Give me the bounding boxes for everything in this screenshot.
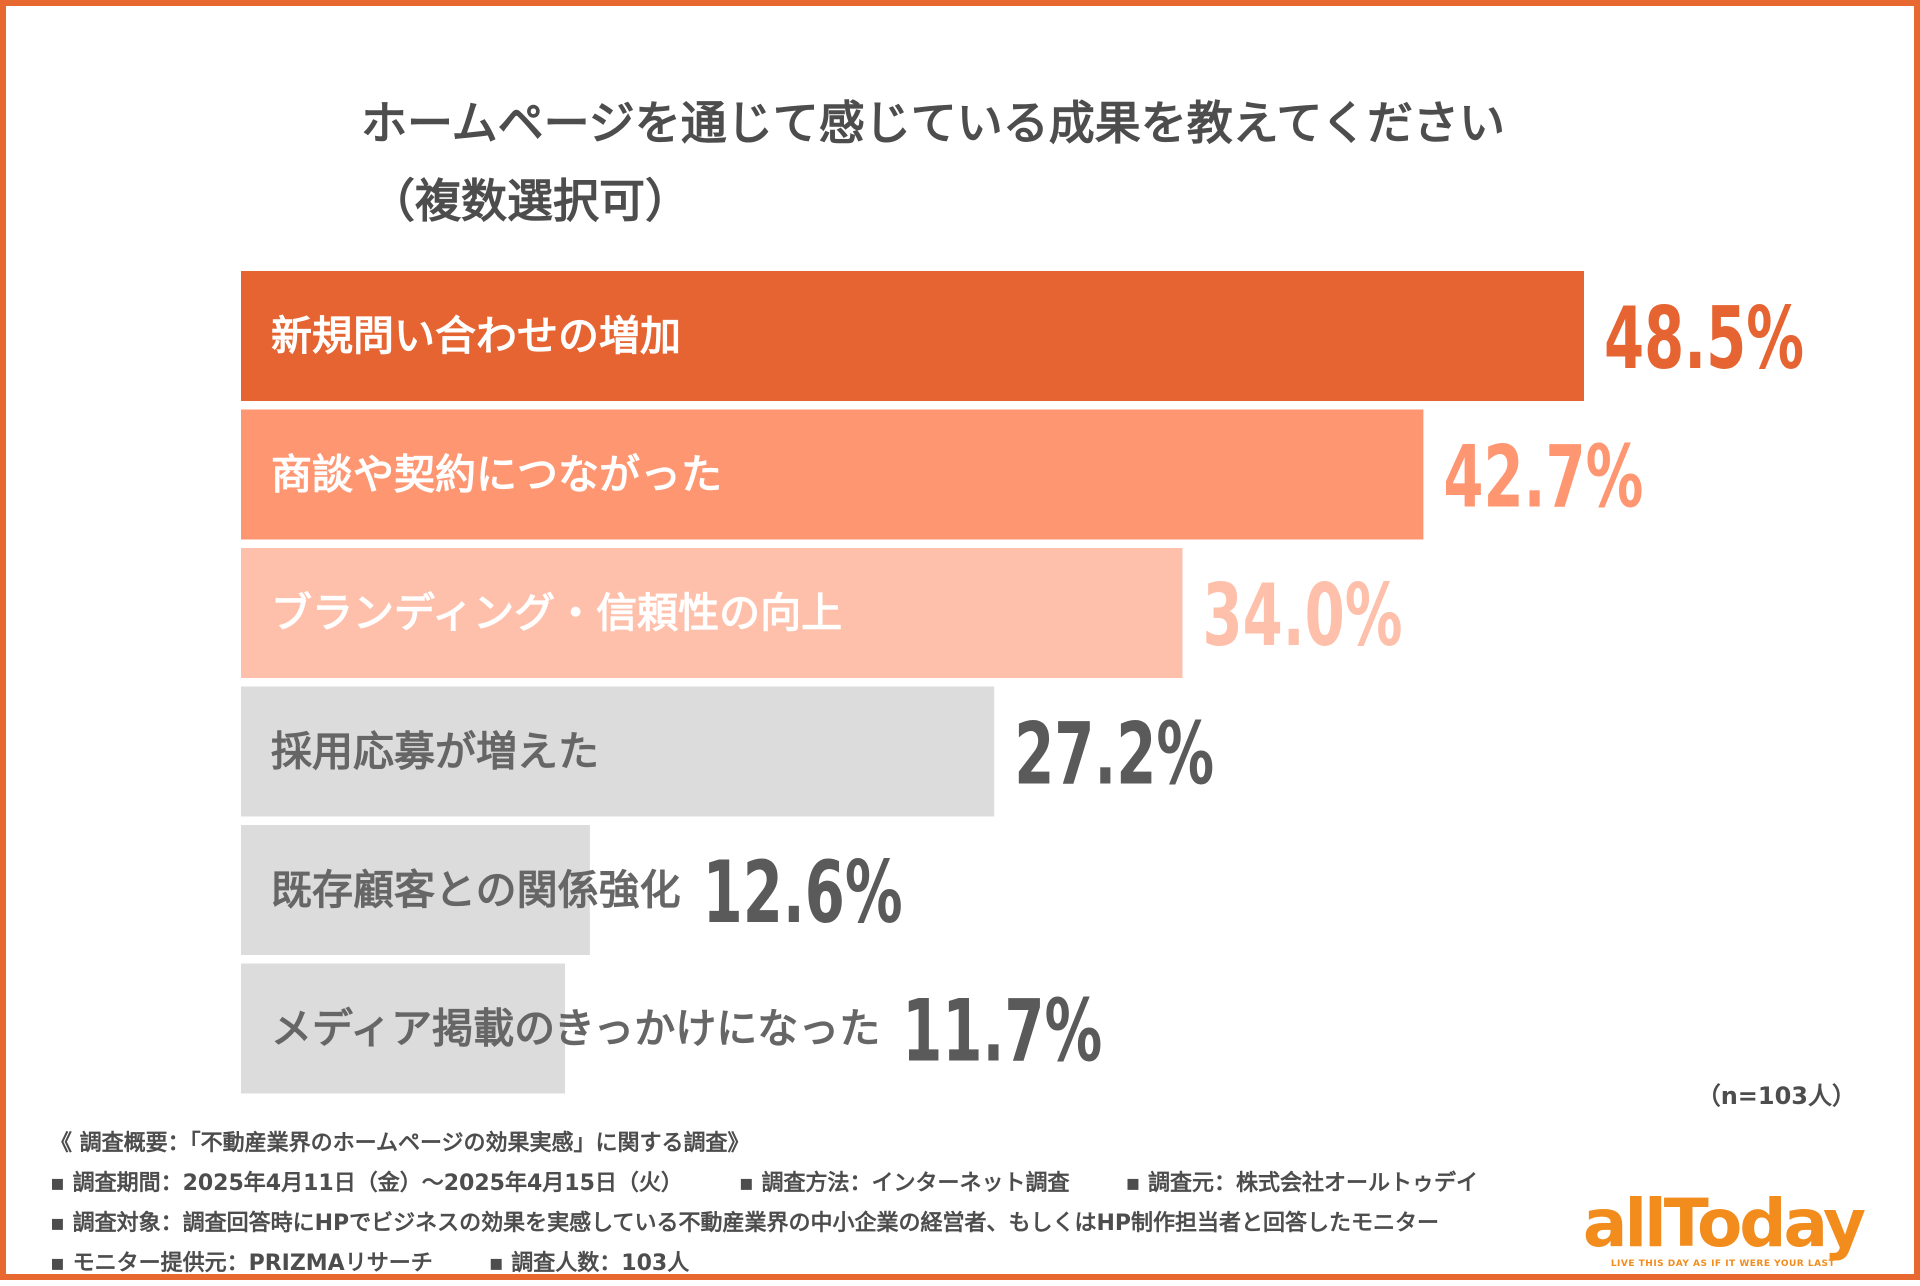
bar-2 — [241, 409, 1424, 540]
bar-1 — [241, 271, 1584, 401]
logo-wordmark: allToday — [1582, 1185, 1866, 1262]
value-label-1: 48.5% — [1604, 289, 1804, 389]
notes-row-2: ▪ 調査期間：2025年4月11日（金）〜2025年4月15日（火） ▪ 調査方法… — [50, 1164, 1570, 1204]
value-label-3: 34.0% — [1202, 566, 1402, 666]
bar-3 — [241, 548, 1183, 678]
value-label-6: 11.7% — [902, 982, 1102, 1082]
notes-method: ▪ 調査方法：インターネット調査 — [738, 1171, 1070, 1196]
value-label-5: 12.6% — [703, 843, 903, 943]
category-label-3: ブランディング・信頼性の向上 — [271, 589, 842, 637]
bar-6 — [241, 963, 565, 1094]
bar-4 — [241, 686, 995, 817]
survey-notes: 《 調査概要：「不動産業界のホームページの効果実感」に関する調査》 ▪ 調査期間… — [50, 1124, 1570, 1284]
category-label-6: メディア掲載のきっかけになった — [271, 1005, 880, 1053]
notes-row-4: ▪ モニター提供元：PRIZMAリサーチ ▪ 調査人数：103人 — [50, 1244, 1570, 1284]
category-label-2: 商談や契約につながった — [271, 451, 722, 499]
bar-chart: 新規問い合わせの増加 48.5% 商談や契約につながった 42.7% ブランディング・信… — [241, 271, 1804, 1094]
value-label-4: 27.2% — [1014, 705, 1214, 805]
notes-provider: ▪ モニター提供元：PRIZMAリサーチ — [50, 1251, 433, 1276]
notes-heading: 《 調査概要：「不動産業界のホームページの効果実感」に関する調査》 — [50, 1131, 750, 1156]
value-label-2: 42.7% — [1443, 428, 1643, 528]
category-label-5: 既存顧客との関係強化 — [271, 866, 681, 914]
notes-target: ▪ 調査対象：調査回答時にHPでビジネスの効果を実感している不動産業界の中小企業… — [50, 1211, 1439, 1236]
alltoday-logo: allToday LIVE THIS DAY AS IF IT WERE YOU… — [1568, 1191, 1878, 1273]
notes-period: ▪ 調査期間：2025年4月11日（金）〜2025年4月15日（火） — [50, 1171, 683, 1196]
category-label-4: 採用応募が増えた — [271, 728, 599, 776]
category-label-1: 新規問い合わせの増加 — [271, 312, 681, 360]
sample-size-note: （n=103人） — [1696, 1082, 1856, 1110]
chart-title-line1: ホームページを通じて感じている成果を教えてください — [361, 96, 1506, 150]
chart-title: ホームページを通じて感じている成果を教えてください （複数選択可） — [361, 84, 1661, 240]
bar-5 — [241, 825, 590, 955]
logo-tagline: LIVE THIS DAY AS IF IT WERE YOUR LAST — [1610, 1259, 1836, 1269]
notes-org: ▪ 調査元：株式会社オールトゥデイ — [1125, 1171, 1479, 1196]
notes-count: ▪ 調査人数：103人 — [488, 1251, 690, 1276]
chart-title-line2: （複数選択可） — [369, 174, 691, 228]
